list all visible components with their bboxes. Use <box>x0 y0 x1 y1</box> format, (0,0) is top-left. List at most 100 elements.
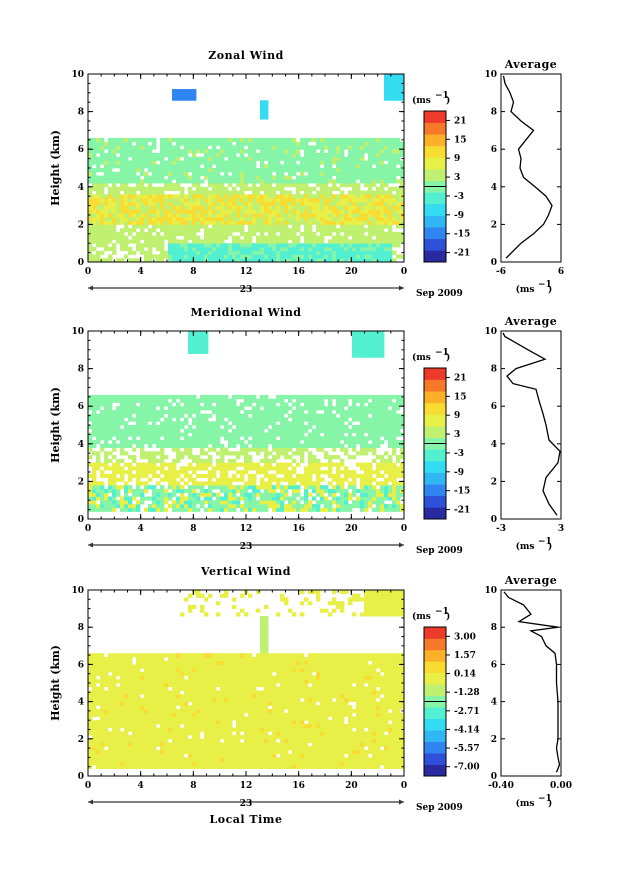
heatmap-cell <box>160 149 165 154</box>
heatmap-cell <box>352 201 357 206</box>
heatmap-cell <box>132 402 137 407</box>
heatmap-cell <box>376 436 381 441</box>
heatmap-cell <box>180 246 185 252</box>
heatmap-cell <box>400 235 405 240</box>
heatmap-cell <box>304 477 309 482</box>
heatmap-cell <box>376 179 381 184</box>
heatmap-cell <box>240 258 245 263</box>
heatmap-cell <box>124 190 129 195</box>
heatmap-cell <box>192 455 197 460</box>
heatmap-cell <box>296 492 301 497</box>
heatmap-cell <box>196 496 201 501</box>
heatmap-cell <box>192 254 197 259</box>
heatmap-cell <box>364 243 369 248</box>
heatmap-cell <box>296 447 301 452</box>
heatmap-cell <box>272 425 277 430</box>
heatmap-cell <box>400 198 405 203</box>
heatmap-cell <box>372 436 377 441</box>
heatmap-cell <box>372 168 377 173</box>
heatmap-cell <box>220 428 225 433</box>
heatmap-cell <box>276 462 281 467</box>
heatmap-cell <box>340 503 345 509</box>
heatmap-cell <box>224 171 229 176</box>
avg-x-tick-label: 3 <box>558 524 564 534</box>
heatmap-cell <box>236 394 241 400</box>
heatmap-cells <box>88 74 405 263</box>
heatmap-cell <box>120 145 125 150</box>
heatmap-cell <box>368 421 373 426</box>
heatmap-cell <box>324 213 329 218</box>
heatmap-cell <box>208 183 213 188</box>
heatmap-cell <box>124 394 129 400</box>
heatmap-cell <box>148 394 153 400</box>
heatmap-cell <box>180 406 185 411</box>
heatmap-cell <box>236 164 241 169</box>
heatmap-cell <box>308 477 313 482</box>
heatmap-cell <box>380 201 385 206</box>
heatmap-cell <box>164 220 169 225</box>
heatmap-cell <box>232 496 237 501</box>
heatmap-cell <box>120 175 125 180</box>
heatmap-cell <box>336 496 341 501</box>
heatmap-cell <box>176 152 181 158</box>
heatmap-cell <box>184 507 189 512</box>
heatmap-cell <box>284 213 289 218</box>
heatmap-cell <box>92 402 97 407</box>
heatmap-cell <box>332 213 337 218</box>
heatmap-cell <box>184 175 189 180</box>
heatmap-cell <box>96 485 101 490</box>
heatmap-cell <box>356 246 361 252</box>
heatmap-cell <box>148 462 153 467</box>
heatmap-cell <box>100 220 105 225</box>
heatmap-cell <box>136 183 141 188</box>
heatmap-cell <box>120 137 125 143</box>
heatmap-cell <box>368 470 373 475</box>
heatmap-cell <box>252 220 257 225</box>
heatmap-cell <box>352 402 357 407</box>
heatmap-cell <box>248 485 253 490</box>
heatmap-cell <box>388 243 393 248</box>
heatmap-cell <box>92 145 97 150</box>
heatmap-cell <box>148 436 153 441</box>
heatmap-cell <box>112 413 117 418</box>
heatmap-cell <box>268 220 273 225</box>
heatmap-cell <box>288 250 293 255</box>
heatmap-cell <box>224 451 229 456</box>
heatmap-cell <box>116 398 121 403</box>
heatmap-cell <box>292 503 297 509</box>
heatmap-cell <box>276 168 281 173</box>
heatmap-cell <box>376 462 381 467</box>
heatmap-cell <box>108 137 113 143</box>
heatmap-cell <box>344 239 349 244</box>
heatmap-cell <box>356 190 361 195</box>
heatmap-cell <box>320 488 325 494</box>
heatmap-cell <box>192 342 197 347</box>
heatmap-cell <box>136 216 141 222</box>
heatmap-cell <box>220 500 225 505</box>
heatmap-cell <box>344 216 349 222</box>
heatmap-cell <box>244 231 249 237</box>
heatmap-cell <box>272 145 277 150</box>
heatmap-cell <box>304 402 309 407</box>
heatmap-cell <box>384 477 389 482</box>
heatmap-cell <box>292 258 297 263</box>
heatmap-cell <box>156 500 161 505</box>
heatmap-cell <box>236 190 241 195</box>
heatmap-cell <box>200 421 205 426</box>
heatmap-cell <box>392 402 397 407</box>
heatmap-cell <box>120 168 125 173</box>
heatmap-cell <box>132 436 137 441</box>
heatmap-cell <box>168 425 173 430</box>
heatmap-cell <box>96 664 101 669</box>
heatmap-cell <box>368 485 373 490</box>
heatmap-cell <box>108 409 113 415</box>
heatmap-cell <box>116 470 121 475</box>
heatmap-cell <box>184 224 189 229</box>
heatmap-cell <box>360 224 365 229</box>
heatmap-cell <box>320 477 325 482</box>
heatmap-cell <box>188 406 193 411</box>
heatmap-cell <box>88 462 93 467</box>
heatmap-cell <box>216 500 221 505</box>
heatmap-cell <box>276 246 281 252</box>
heatmap-cell <box>212 186 217 191</box>
